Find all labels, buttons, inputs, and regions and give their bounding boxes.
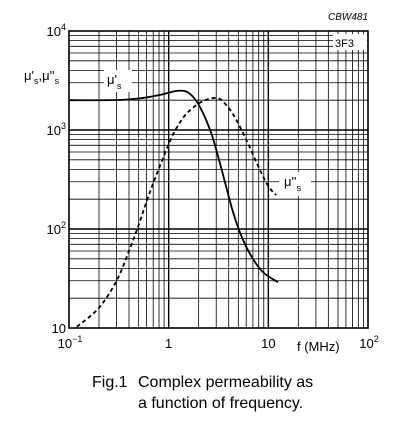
mu-double-prime-label-bg — [279, 172, 311, 196]
x-tick-label: 1 — [165, 336, 172, 351]
y-axis-label: μ's,μ''s — [24, 68, 60, 86]
series-line-mu-prime — [68, 89, 279, 283]
y-axis-label-mu-prime: μ's,μ''s — [24, 68, 60, 86]
series-line-mu-double-prime — [76, 97, 277, 328]
x-tick-label: 10 — [261, 336, 275, 351]
x-tick-label: 10−1 — [58, 334, 83, 351]
caption-line-2: a function of frequency. — [138, 395, 304, 412]
figure-number: Fig.1 — [92, 374, 128, 391]
y-tick-label: 103 — [47, 121, 66, 138]
caption-line-1: Complex permeability as — [138, 374, 314, 391]
material-label-bg — [333, 34, 367, 50]
y-tick-label: 102 — [47, 220, 66, 237]
tick-labels: 10−1 1 10 102 10 102 103 104 — [47, 22, 379, 351]
material-label: 3F3 — [335, 38, 354, 50]
figure-caption: Fig.1 Complex permeability as a function… — [92, 372, 313, 414]
series-group — [68, 89, 279, 328]
y-tick-label: 10 — [52, 321, 66, 336]
chart-grid — [69, 31, 368, 328]
plot-frame — [68, 30, 369, 329]
chart-code: CBW481 — [328, 12, 368, 23]
mu-prime-label-bg — [104, 70, 132, 92]
x-axis-label: f (MHz) — [297, 339, 340, 354]
x-tick-label: 102 — [359, 334, 378, 351]
y-tick-label: 104 — [47, 22, 66, 39]
